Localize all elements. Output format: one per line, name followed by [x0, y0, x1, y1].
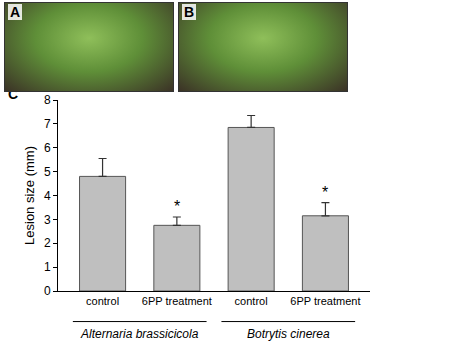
html-text:B: B	[184, 4, 195, 20]
svg-text:*: *	[174, 198, 180, 215]
svg-text:0: 0	[44, 284, 51, 298]
svg-text:4: 4	[44, 189, 51, 203]
svg-text:6PP treatment: 6PP treatment	[142, 295, 212, 307]
svg-text:2: 2	[44, 236, 51, 250]
svg-text:1: 1	[44, 260, 51, 274]
svg-text:6PP treatment: 6PP treatment	[290, 295, 360, 307]
svg-text:control: control	[86, 295, 119, 307]
svg-text:3: 3	[44, 213, 51, 227]
svg-text:Botrytis cinerea: Botrytis cinerea	[247, 327, 330, 341]
html-text:A: A	[10, 4, 21, 20]
svg-text:Lesion size (mm): Lesion size (mm)	[22, 146, 37, 245]
svg-text:6: 6	[44, 141, 51, 155]
svg-text:control: control	[235, 295, 268, 307]
svg-text:Alternaria brassicicola: Alternaria brassicicola	[80, 327, 199, 341]
svg-text:C: C	[8, 86, 18, 102]
svg-text:*: *	[322, 184, 328, 201]
svg-text:5: 5	[44, 165, 51, 179]
svg-text:8: 8	[44, 93, 51, 107]
svg-text:7: 7	[44, 117, 51, 131]
